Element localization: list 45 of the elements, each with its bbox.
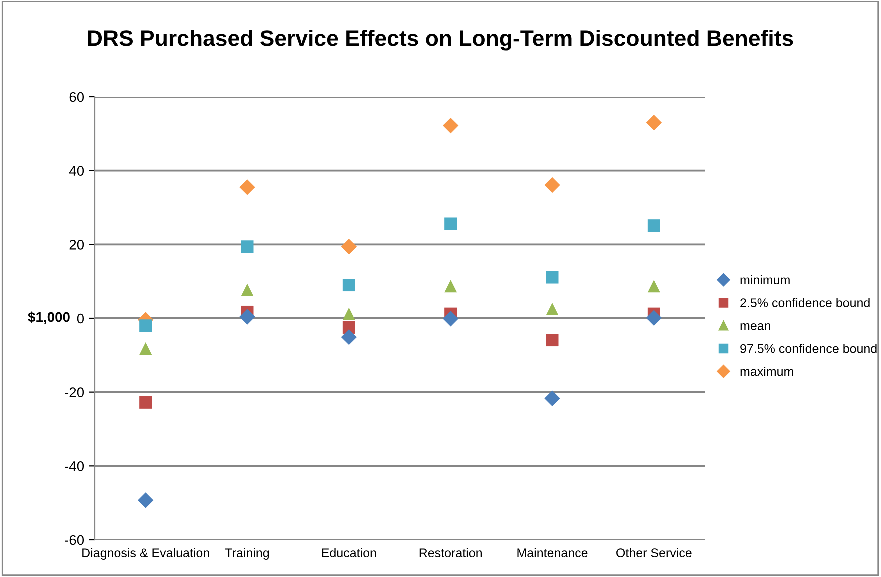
y-tick-label: 40 [69, 166, 84, 176]
point [138, 492, 154, 508]
chart-title: DRS Purchased Service Effects on Long-Term Discounted Benefits [88, 30, 794, 51]
legend-label: 2.5% confidence bound [740, 298, 870, 308]
legend-label: 97.5% confidence bound [740, 344, 877, 354]
x-tick-label: Other Service [616, 548, 692, 558]
y-tick-label: -40 [65, 462, 84, 472]
point [240, 180, 256, 196]
point [140, 320, 152, 332]
point [342, 308, 356, 320]
y-tick-label: -60 [65, 535, 84, 546]
point [442, 311, 459, 327]
point [140, 396, 152, 409]
x-tick-label: Restoration [420, 548, 482, 558]
point [341, 239, 358, 255]
point [241, 240, 254, 254]
point [442, 118, 459, 134]
point [646, 114, 662, 131]
y-tick-label: 60 [70, 92, 84, 102]
x-tick-label: Maintenance [518, 548, 588, 558]
y-tick-label: 0 [77, 314, 84, 324]
x-tick-label: Education [322, 548, 376, 558]
point [444, 218, 458, 230]
point [444, 280, 458, 293]
point [544, 177, 560, 194]
x-tick-label: Diagnosis & Evaluation [82, 548, 210, 560]
point [646, 310, 662, 326]
legend-label: mean [740, 324, 770, 330]
y-tick-label: 20 [70, 240, 84, 250]
x-tick-label: Training [225, 548, 270, 560]
point [546, 334, 559, 347]
legend-label: minimum [740, 275, 790, 285]
point [546, 271, 559, 284]
point [342, 279, 356, 292]
point [648, 220, 660, 232]
point [544, 390, 560, 406]
point [648, 280, 660, 293]
y-axis-title: $1,000 [28, 312, 70, 324]
point [240, 309, 256, 325]
point [546, 303, 559, 316]
point [140, 342, 152, 356]
y-tick-label: -20 [65, 388, 84, 398]
point [341, 329, 358, 346]
legend-label: maximum [740, 366, 794, 376]
point [241, 284, 254, 296]
